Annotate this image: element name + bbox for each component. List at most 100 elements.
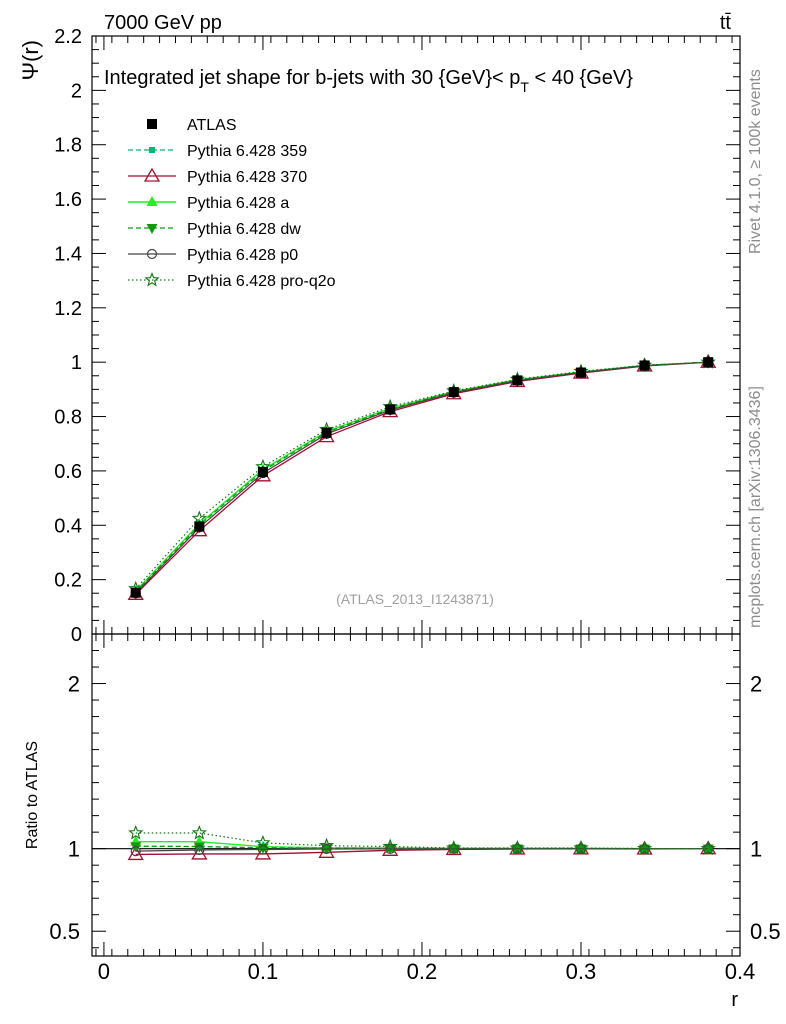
legend-label: Pythia 6.428 pro-q2o: [187, 273, 336, 290]
x-tick-label: 0.1: [248, 959, 279, 984]
main-y-tick-label: 1.2: [54, 298, 82, 320]
legend-marker-sample: [146, 248, 158, 260]
ratio-point-pythia-6-428-pro-q2o: [255, 834, 271, 850]
ratio-point-pythia-6-428-pro-q2o: [446, 839, 462, 855]
ratio-series-pythia-6-428-pro-q2o: [128, 824, 716, 856]
series-pythia-6-428-pro-q2o: [128, 354, 716, 596]
series-pythia-6-428-dw: [130, 358, 714, 598]
legend-entry-pythia-6-428-a: Pythia 6.428 a: [128, 195, 289, 212]
data-point-atlas: [130, 587, 141, 598]
main-y-axis-label: Ψ(r): [18, 40, 43, 80]
ratio-point-pythia-6-428-dw: [448, 844, 460, 855]
data-point-atlas: [512, 375, 523, 386]
ratio-point-pythia-6-428-dw: [575, 844, 587, 855]
ratio-point-pythia-6-428-p0: [130, 846, 141, 857]
ratio-point-pythia-6-428-p0: [385, 843, 396, 854]
ratio-line-pythia-6-428-p0: [135, 848, 709, 852]
main-y-axis-ticks: 0 0.2 0.4 0.6 0.8 1 1.2 1.4 1.6 1.8 2 2.2: [54, 26, 740, 646]
ratio-point-pythia-6-428-p0: [448, 843, 459, 854]
legend-marker-sample: [146, 224, 158, 234]
legend-entry-atlas: ATLAS: [147, 117, 237, 134]
legend-entry-pythia-6-428-370: Pythia 6.428 370: [128, 167, 307, 186]
main-y-tick-label: 1.4: [54, 243, 82, 265]
series-pythia-6-428-a: [130, 356, 714, 596]
ratio-point-pythia-6-428-pro-q2o: [509, 839, 526, 855]
ratio-point-pythia-6-428-dw: [702, 844, 714, 855]
series-line-pythia-6-428-p0: [135, 361, 709, 594]
ratio-point-pythia-6-428-pro-q2o: [636, 840, 653, 855]
chart-title-tail: < 40 {GeV}: [529, 67, 633, 89]
ratio-point-pythia-6-428-p0: [257, 844, 269, 855]
ratio-y-tick-label: 2: [68, 672, 80, 697]
legend-label: Pythia 6.428 a: [187, 195, 289, 212]
main-y-tick-label: 0.8: [54, 407, 82, 429]
energy-label: 7000 GeV pp: [104, 12, 222, 34]
series-pythia-6-428-p0: [130, 357, 714, 599]
main-y-tick-label: 0.2: [54, 570, 82, 592]
side-label-rivet: Rivet 4.1.0, ≥ 100k events: [747, 69, 764, 254]
ratio-point-pythia-6-428-dw: [639, 844, 651, 855]
series-line-pythia-6-428-359: [135, 361, 709, 593]
x-axis-label: r: [731, 989, 738, 1011]
series-atlas: [130, 356, 714, 599]
series-line-pythia-6-428-dw: [135, 361, 709, 593]
ratio-point-pythia-6-428-pro-q2o: [382, 838, 398, 854]
ratio-line-pythia-6-428-pro-q2o: [135, 832, 709, 850]
chart-title: Integrated jet shape for b-jets with 30 …: [104, 67, 633, 95]
main-y-tick-label: 0.6: [54, 461, 82, 483]
ratio-panel-series: [127, 824, 717, 861]
process-label: tt̄: [720, 12, 732, 34]
ratio-point-pythia-6-428-pro-q2o: [573, 839, 589, 855]
series-line-pythia-6-428-pro-q2o: [135, 361, 709, 590]
side-label-mcplots: mcplots.cern.ch [arXiv:1306.3436]: [747, 386, 764, 628]
data-point-atlas: [703, 357, 714, 368]
x-axis-ticks: 0 0.1 0.2 0.3 0.4: [95, 36, 756, 984]
ratio-y-tick-label-right: 0.5: [750, 919, 781, 944]
legend-marker-sample: [144, 271, 160, 287]
data-point-atlas: [194, 521, 205, 532]
series-line-pythia-6-428-a: [135, 361, 709, 592]
legend-label: Pythia 6.428 dw: [187, 221, 301, 238]
data-point-atlas: [639, 360, 650, 371]
chart-title-main: Integrated jet shape for b-jets with 30 …: [104, 67, 520, 89]
legend-entry-pythia-6-428-dw: Pythia 6.428 dw: [128, 221, 301, 238]
main-y-tick-label: 1: [71, 352, 82, 374]
ratio-y-tick-label-right: 2: [750, 672, 762, 697]
ratio-point-pythia-6-428-pro-q2o: [128, 824, 144, 840]
ratio-y-axis-label: Ratio to ATLAS: [24, 741, 41, 849]
x-tick-label: 0.4: [725, 959, 756, 984]
main-y-tick-label: 1.6: [54, 189, 82, 211]
data-point-atlas: [385, 404, 396, 415]
ratio-point-pythia-6-428-pro-q2o: [318, 837, 335, 853]
ratio-point-pythia-6-428-dw: [193, 842, 205, 853]
ratio-point-pythia-6-428-pro-q2o: [700, 840, 716, 856]
legend-label: Pythia 6.428 p0: [187, 247, 298, 264]
ratio-series-pythia-6-428-370: [127, 840, 717, 861]
main-y-tick-label: 2: [71, 80, 82, 102]
ratio-y-tick-label-right: 1: [750, 837, 762, 862]
main-y-tick-label: 0.4: [54, 515, 82, 537]
legend-label: Pythia 6.428 359: [187, 143, 307, 160]
main-panel-series: [127, 353, 717, 600]
legend-entry-pythia-6-428-359: Pythia 6.428 359: [128, 143, 307, 160]
ratio-point-pythia-6-428-p0: [575, 843, 587, 854]
legend-marker-sample: [146, 196, 158, 206]
ratio-y-axis-ticks: 0.5 0.5 1 1 2 2: [49, 650, 781, 949]
data-point-atlas: [321, 427, 332, 438]
ratio-series-pythia-6-428-p0: [130, 843, 714, 857]
legend-label: ATLAS: [187, 117, 237, 134]
main-y-tick-label: 2.2: [54, 26, 82, 48]
ratio-point-pythia-6-428-p0: [512, 843, 523, 854]
ratio-point-pythia-6-428-pro-q2o: [191, 824, 207, 840]
legend: ATLAS Pythia 6.428 359 Pythia 6.428 370 Pyt…: [128, 117, 336, 290]
legend-label: Pythia 6.428 370: [187, 169, 307, 186]
ratio-y-tick-label: 1: [68, 837, 80, 862]
data-point-atlas: [448, 387, 459, 398]
x-tick-label: 0: [98, 959, 110, 984]
main-y-tick-label: 0: [71, 624, 82, 646]
legend-entry-pythia-6-428-p0: Pythia 6.428 p0: [128, 247, 298, 264]
ratio-point-pythia-6-428-p0: [194, 844, 205, 856]
x-tick-label: 0.2: [407, 959, 438, 984]
data-point-atlas: [257, 466, 268, 477]
